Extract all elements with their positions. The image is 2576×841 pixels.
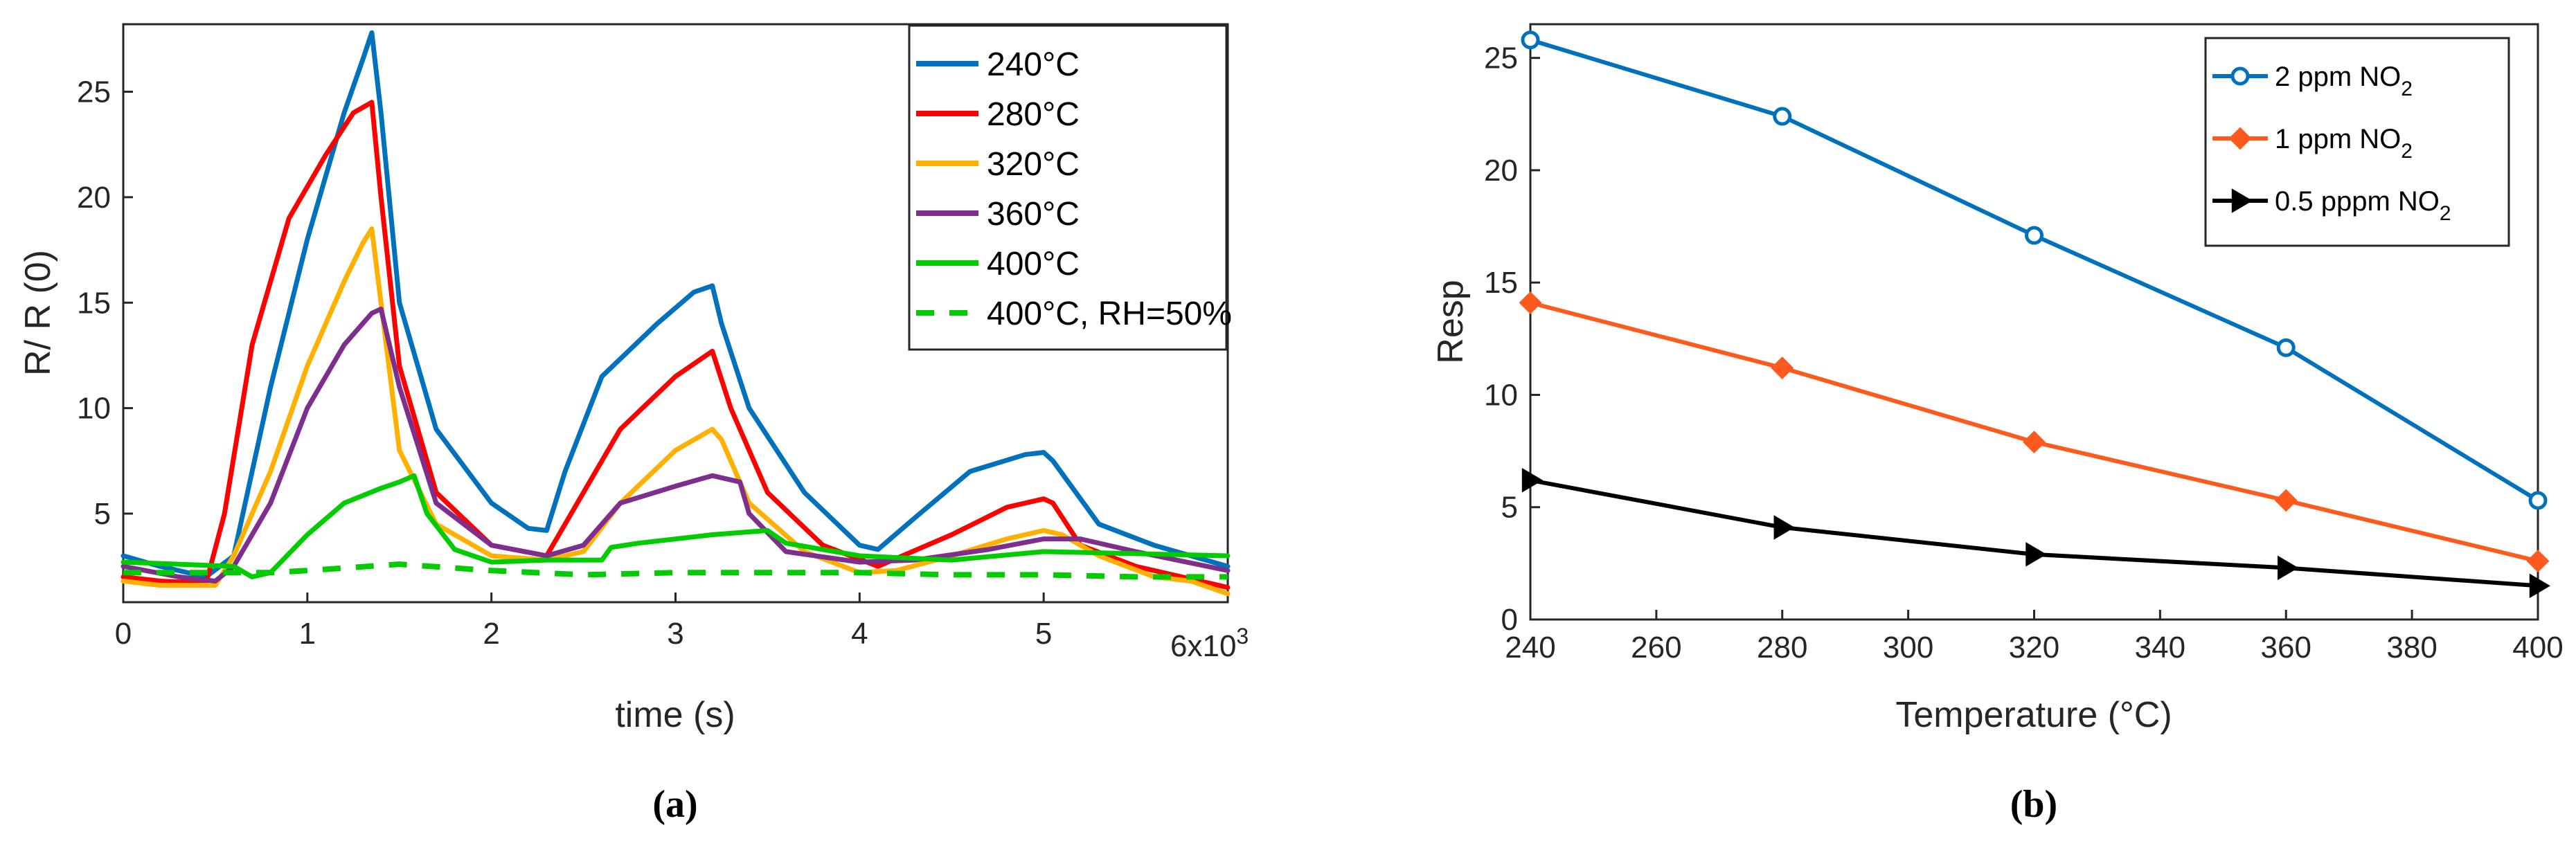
series-line-a — [120, 306, 1231, 584]
x-tick-label-b: 240 — [1505, 631, 1555, 664]
y-tick-label-b: 0 — [1501, 603, 1518, 637]
y-tick-label-b: 5 — [1501, 491, 1518, 525]
series-line-a — [120, 100, 1231, 590]
panel-b-chart: 240 260 280 300 320 340 360 380 400 0 5 10 15 20 25 Te… — [1431, 23, 2564, 826]
y-axis-label-b: Resp — [1431, 280, 1471, 363]
series-line-a — [120, 30, 1231, 579]
x-axis-label-a: time (s) — [615, 695, 735, 735]
legend-box-a — [908, 24, 1228, 351]
legend-label-a: 240°C — [987, 46, 1080, 83]
data-point-marker-b — [2023, 431, 2046, 454]
legend-box-b — [2204, 37, 2510, 247]
data-point-marker-b — [1521, 468, 1543, 493]
series-line-a — [123, 561, 1228, 580]
x-tick-label-a: 5 — [1035, 617, 1052, 651]
x-tick-label-a: 4 — [851, 617, 868, 651]
x-tick-label-b: 360 — [2261, 631, 2311, 664]
y-tick-label-a: 25 — [77, 75, 111, 109]
data-point-marker-b — [1521, 30, 1540, 50]
x-tick-label-b: 280 — [1757, 631, 1807, 664]
x-tick-label-a: 2 — [483, 617, 499, 651]
y-tick-label-a: 15 — [77, 286, 111, 320]
legend-label-a: 280°C — [987, 96, 1080, 133]
x-tick-label-b: 340 — [2135, 631, 2185, 664]
x-tick-label-a: 0 — [115, 617, 132, 651]
data-point-marker-b — [2228, 127, 2252, 150]
legend-label-b: 1 ppm NO2 — [2275, 124, 2413, 163]
y-tick-label-b: 25 — [1484, 42, 1518, 75]
x-tick-label-b: 380 — [2386, 631, 2437, 664]
data-point-marker-b — [2278, 555, 2299, 581]
legend-label-b: 2 ppm NO2 — [2275, 62, 2413, 100]
x-tick-label-b: 320 — [2009, 631, 2059, 664]
data-point-marker-b — [2274, 489, 2298, 512]
x-tick-label-b: 260 — [1631, 631, 1681, 664]
y-tick-label-a: 10 — [77, 392, 111, 426]
x-axis-label-b: Temperature (°C) — [1895, 695, 2172, 735]
x-tick-label-a: 3 — [667, 617, 683, 651]
legend-label-b: 0.5 pppm NO2 — [2275, 186, 2451, 225]
legend-b: 2 ppm NO2 1 ppm NO2 0.5 pppm NO2 — [2204, 37, 2510, 247]
data-point-marker-b — [1519, 291, 1542, 314]
legend-label-a: 360°C — [987, 196, 1080, 233]
y-axis-label-a: R/ R (0) — [18, 250, 58, 376]
data-point-marker-b — [2529, 573, 2550, 599]
x-multiplier-a: 6x103 — [1170, 624, 1249, 663]
data-point-marker-b — [2025, 226, 2043, 245]
legend-a: 240°C 280°C 320°C 360°C 400°C 400°C, RH=50% — [908, 24, 1232, 351]
legend-label-a: 400°C, RH=50% — [987, 296, 1232, 332]
data-point-marker-b — [2025, 542, 2047, 567]
data-point-marker-b — [1773, 515, 1795, 540]
x-tick-label-b: 400 — [2512, 631, 2563, 664]
x-tick-label-b: 300 — [1883, 631, 1933, 664]
data-point-marker-b — [1771, 356, 1794, 379]
panel-a-caption: (a) — [652, 783, 697, 826]
legend-label-a: 400°C — [987, 246, 1080, 282]
y-tick-label-b: 15 — [1484, 266, 1518, 300]
y-tick-label-b: 10 — [1484, 378, 1518, 412]
y-tick-label-b: 20 — [1484, 154, 1518, 188]
x-tick-label-a: 1 — [299, 617, 316, 651]
y-tick-label-a: 5 — [94, 497, 111, 531]
legend-label-a: 320°C — [987, 146, 1080, 183]
y-tick-label-a: 20 — [77, 181, 111, 215]
panel-b-caption: (b) — [2010, 783, 2057, 826]
data-point-marker-b — [2528, 491, 2548, 510]
data-point-marker-b — [2231, 188, 2253, 213]
data-point-marker-b — [2276, 338, 2296, 357]
data-point-marker-b — [2230, 66, 2250, 86]
data-point-marker-b — [2526, 550, 2550, 573]
data-point-marker-b — [1773, 107, 1792, 126]
